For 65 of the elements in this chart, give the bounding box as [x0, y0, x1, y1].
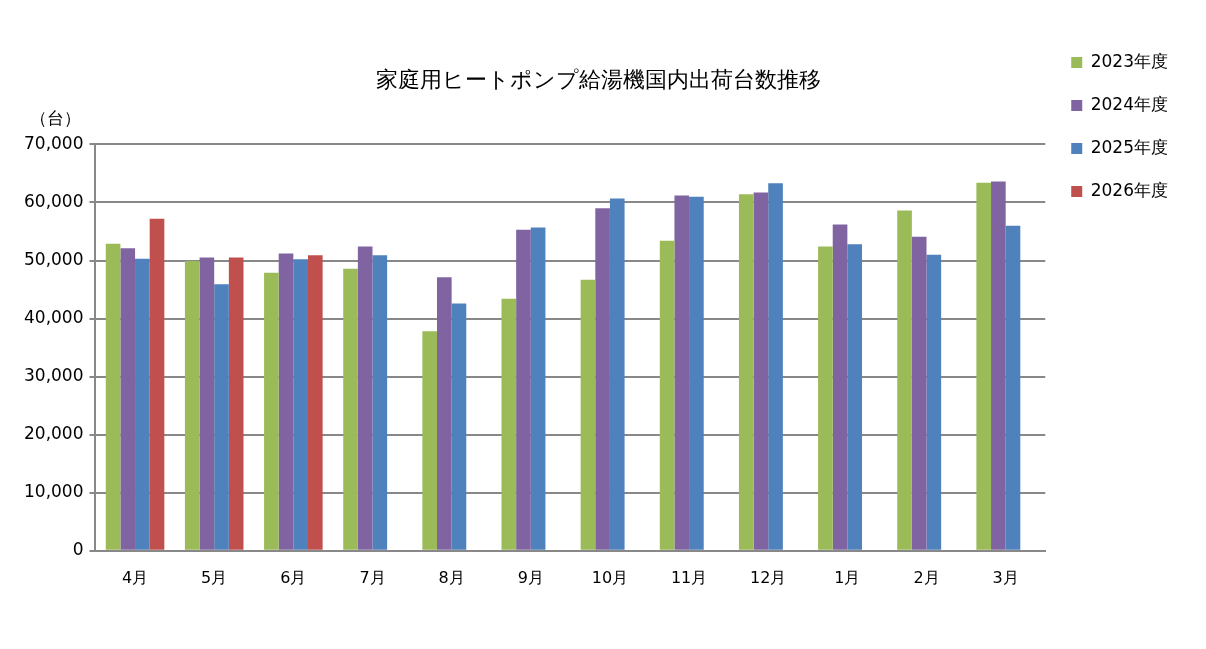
bar [1005, 225, 1021, 550]
bar [609, 198, 625, 550]
bar [372, 255, 388, 550]
legend-label: 2023年度 [1090, 50, 1168, 71]
bar [847, 244, 863, 550]
y-tick-label: 0 [72, 539, 84, 560]
bar [105, 243, 121, 550]
bar [293, 259, 308, 550]
x-tick-label: 1月 [834, 567, 861, 587]
bar [357, 246, 373, 550]
bar [738, 194, 754, 550]
bar [307, 255, 323, 550]
legend-label: 2026年度 [1090, 179, 1168, 200]
x-tick-label: 12月 [750, 567, 787, 587]
bar [501, 298, 517, 550]
bar [976, 182, 992, 550]
x-tick-label: 8月 [438, 567, 465, 587]
bar [768, 183, 783, 550]
bar [911, 236, 927, 550]
bar [278, 253, 294, 550]
bar [199, 257, 215, 550]
y-tick-label: 20,000 [24, 423, 84, 444]
bar [135, 258, 150, 550]
bar [149, 218, 165, 550]
chart-title: 家庭用ヒートポンプ給湯機国内出荷台数推移 [375, 66, 821, 92]
x-tick-label: 11月 [670, 567, 708, 587]
x-tick-label: 5月 [201, 567, 228, 587]
x-tick-label: 6月 [280, 567, 307, 587]
bar [228, 257, 244, 550]
x-tick-label: 2月 [913, 567, 940, 587]
bar [422, 331, 437, 550]
x-tick-label: 9月 [517, 567, 544, 587]
bar [451, 303, 467, 550]
bar [580, 279, 596, 550]
bar [753, 192, 769, 550]
bar [659, 240, 675, 550]
x-tick-label: 7月 [359, 567, 386, 587]
bar [926, 254, 942, 550]
bar [214, 284, 229, 550]
y-tick-label: 70,000 [24, 132, 84, 153]
bar [674, 195, 690, 550]
bar [530, 227, 546, 550]
y-tick-label: 50,000 [24, 248, 84, 269]
bar [818, 246, 833, 550]
bar [897, 210, 912, 550]
bar [343, 268, 358, 550]
legend-label: 2025年度 [1090, 136, 1168, 157]
bar [516, 229, 531, 550]
bar [437, 277, 452, 550]
bar [120, 248, 136, 550]
x-tick-label: 3月 [992, 567, 1019, 587]
bar [264, 272, 279, 550]
x-tick-label: 10月 [591, 567, 629, 587]
y-axis-title: （台） [30, 108, 81, 129]
bar [832, 224, 848, 550]
y-tick-label: 10,000 [24, 481, 84, 502]
y-tick-label: 40,000 [24, 306, 84, 327]
bar [595, 208, 610, 550]
x-tick-label: 4月 [121, 567, 149, 587]
bar [184, 261, 200, 550]
legend-label: 2024年度 [1090, 93, 1168, 114]
bar [991, 181, 1006, 550]
y-tick-label: 30,000 [24, 365, 84, 386]
y-tick-label: 60,000 [24, 190, 84, 211]
bar [689, 196, 704, 550]
